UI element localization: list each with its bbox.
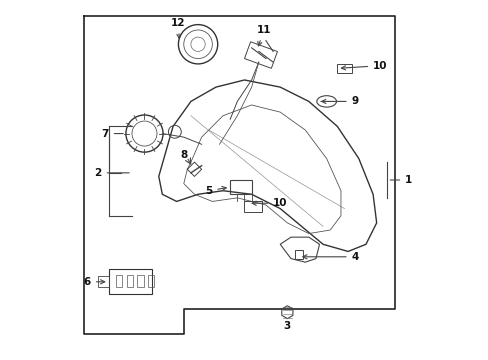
Text: 10: 10 — [341, 61, 387, 71]
Bar — [108, 269, 151, 294]
Bar — [337, 64, 351, 73]
Bar — [230, 180, 251, 194]
Text: 3: 3 — [283, 321, 290, 332]
Bar — [116, 275, 122, 287]
Text: 11: 11 — [256, 25, 271, 46]
Text: 12: 12 — [171, 18, 185, 39]
Bar — [244, 42, 277, 68]
Bar — [137, 275, 143, 287]
Text: 6: 6 — [83, 277, 104, 287]
Text: 8: 8 — [180, 150, 187, 160]
Bar — [244, 202, 262, 212]
Text: 4: 4 — [302, 252, 358, 262]
Text: 5: 5 — [204, 186, 226, 196]
Bar — [294, 249, 303, 258]
Text: 2: 2 — [94, 168, 129, 178]
Text: 7: 7 — [101, 129, 123, 139]
Text: 10: 10 — [252, 198, 287, 208]
Bar — [148, 275, 154, 287]
Bar — [98, 276, 108, 287]
Bar — [126, 275, 133, 287]
Text: 9: 9 — [321, 96, 358, 107]
Text: 1: 1 — [389, 175, 412, 185]
